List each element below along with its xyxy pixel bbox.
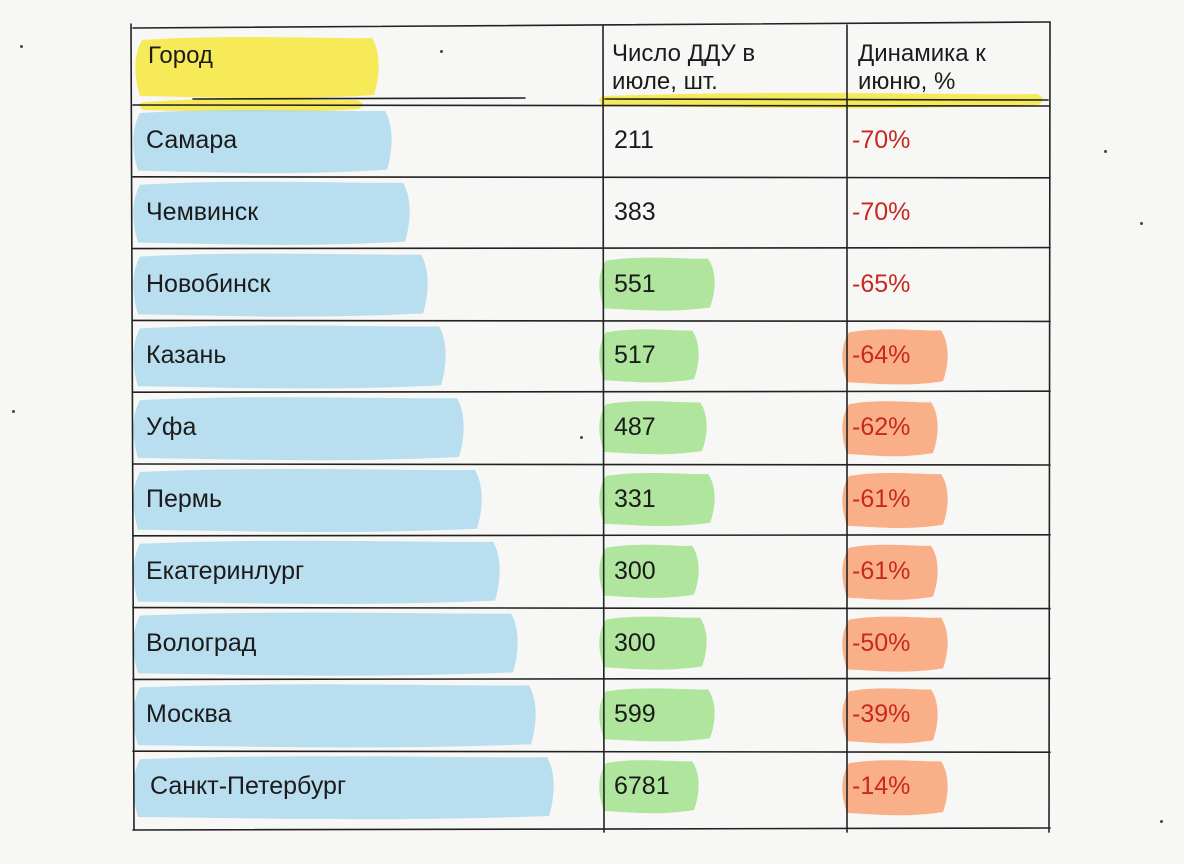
- city-highlight: [133, 540, 500, 604]
- cell-city: Казань: [146, 341, 227, 370]
- count-highlight: [599, 760, 699, 814]
- cell-change: -64%: [852, 341, 911, 370]
- cell-city: Чемвинск: [146, 197, 259, 226]
- city-highlight: [133, 109, 392, 174]
- header-change: Динамика к июню, %: [858, 40, 986, 95]
- grid-row-line: [132, 750, 1051, 753]
- change-highlight: [842, 472, 948, 529]
- count-highlight: [599, 257, 715, 311]
- cell-change: -65%: [852, 269, 911, 298]
- city-highlight: [133, 684, 536, 748]
- table-grid: [130, 21, 1051, 833]
- cell-count: 599: [614, 700, 656, 729]
- grid-row-line: [132, 246, 1051, 250]
- cell-change: -70%: [852, 197, 911, 226]
- count-highlight: [599, 401, 707, 455]
- change-highlight: [842, 616, 948, 672]
- cell-city: Москва: [146, 700, 232, 729]
- grid-row-line: [132, 319, 1051, 323]
- cell-count: 383: [614, 197, 656, 226]
- cell-city: Уфа: [146, 413, 197, 442]
- cell-count: 517: [614, 341, 656, 370]
- paper-speck: [1104, 150, 1107, 153]
- change-highlight: [842, 688, 938, 744]
- grid-col-1: [602, 25, 605, 833]
- cell-city: Новобинск: [146, 269, 271, 298]
- cell-change: -61%: [852, 556, 911, 585]
- cell-change: -62%: [852, 413, 911, 442]
- grid-row-line: [132, 677, 1051, 681]
- header-city: Город: [148, 42, 213, 69]
- grid-header-bottom: [132, 104, 1051, 107]
- cell-city: Самара: [146, 125, 238, 154]
- cell-count: 300: [614, 556, 656, 585]
- count-highlight: [599, 688, 715, 742]
- header-count: Число ДДУ в июле, шт.: [612, 40, 756, 95]
- grid-row-line: [132, 606, 1051, 610]
- city-highlight: [133, 612, 518, 676]
- grid-row-line: [132, 463, 1051, 466]
- cell-count: 300: [614, 628, 656, 657]
- cell-city: Вологрaд: [146, 628, 257, 657]
- city-highlight: [133, 181, 410, 245]
- grid-left: [130, 23, 135, 831]
- cell-count: 211: [614, 125, 654, 154]
- city-highlight: [133, 756, 554, 820]
- grid-header-double: [192, 97, 526, 100]
- cell-city: Екатеринлург: [146, 556, 305, 585]
- city-highlight: [133, 468, 482, 533]
- paper-speck: [1140, 222, 1143, 225]
- paper-speck: [20, 45, 23, 48]
- count-highlight: [599, 544, 699, 598]
- marker-highlights: [133, 36, 1043, 820]
- header-underline-highlight: [599, 92, 1043, 109]
- cell-city: Пермь: [146, 484, 222, 513]
- cell-city: Санкт-Петербург: [150, 772, 347, 801]
- cell-change: -39%: [852, 700, 911, 729]
- grid-row-line: [132, 176, 1051, 179]
- grid-row-line: [132, 390, 1051, 393]
- city-highlight: [133, 253, 428, 317]
- cell-count: 487: [614, 413, 656, 442]
- city-highlight: [133, 325, 446, 389]
- grid-right: [1048, 21, 1051, 833]
- change-highlight: [842, 329, 948, 385]
- cell-count: 6781: [614, 772, 670, 801]
- change-highlight: [842, 544, 938, 600]
- count-highlight: [599, 472, 715, 527]
- cell-change: -14%: [852, 772, 911, 801]
- paper-speck: [580, 436, 583, 439]
- cell-count: 551: [614, 269, 656, 298]
- count-highlight: [599, 616, 707, 670]
- change-highlight: [842, 760, 948, 816]
- grid-header-double: [604, 98, 1049, 101]
- grid-bottom: [132, 827, 1051, 831]
- paper-speck: [1160, 820, 1163, 823]
- grid-top: [132, 21, 1051, 29]
- change-highlight: [842, 401, 938, 457]
- cell-change: -70%: [852, 125, 911, 154]
- city-highlight: [133, 397, 464, 461]
- cell-change: -61%: [852, 484, 911, 513]
- cell-change: -50%: [852, 628, 911, 657]
- paper-speck: [440, 50, 443, 53]
- grid-row-line: [132, 534, 1051, 537]
- paper-speck: [12, 410, 15, 413]
- header-city-highlight: [135, 36, 379, 99]
- cell-count: 331: [614, 484, 656, 513]
- count-highlight: [599, 329, 699, 383]
